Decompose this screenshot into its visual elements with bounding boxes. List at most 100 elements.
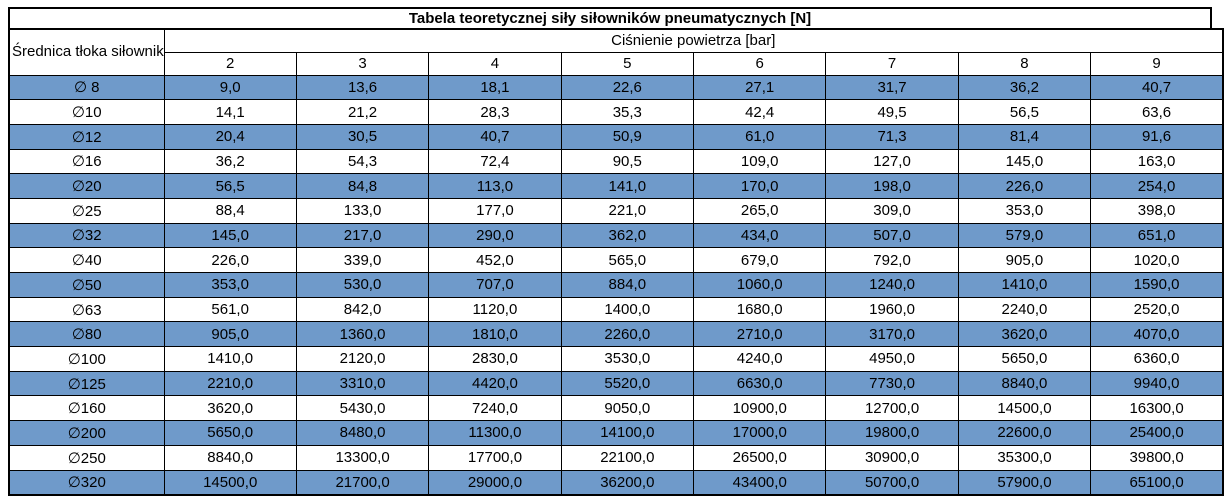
force-value-cell: 91,6 <box>1090 123 1224 150</box>
force-value-cell: 4950,0 <box>825 346 959 372</box>
pressure-column-header: 2 <box>163 51 297 76</box>
force-value-cell: 8480,0 <box>295 420 430 446</box>
force-value-cell: 884,0 <box>560 272 695 298</box>
force-value-cell: 22100,0 <box>560 444 695 471</box>
diameter-cell: ∅20 <box>8 173 165 199</box>
pressure-band-header: Ciśnienie powietrza [bar] <box>163 28 1224 53</box>
diameter-cell: ∅16 <box>8 148 165 175</box>
pressure-column-header: 5 <box>560 51 695 76</box>
force-value-cell: 22,6 <box>560 74 695 101</box>
force-value-cell: 29000,0 <box>428 469 562 496</box>
table-row: ∅63 561,0 842,0 1120,0 1400,0 1680,0 1960,0 224… <box>8 296 1224 323</box>
force-value-cell: 14500,0 <box>163 469 297 496</box>
force-value-cell: 17000,0 <box>692 420 827 446</box>
force-value-cell: 16300,0 <box>1090 395 1224 422</box>
force-value-cell: 579,0 <box>957 222 1092 249</box>
force-value-cell: 31,7 <box>825 74 959 101</box>
force-value-cell: 198,0 <box>825 173 959 199</box>
table-header: Średnica tłoka siłownika Ciśnienie powie… <box>8 28 1224 76</box>
diameter-cell: ∅25 <box>8 197 165 224</box>
force-value-cell: 530,0 <box>295 272 430 298</box>
force-value-cell: 40,7 <box>428 123 562 150</box>
force-value-cell: 56,5 <box>957 99 1092 125</box>
force-value-cell: 3530,0 <box>560 346 695 372</box>
force-value-cell: 226,0 <box>957 173 1092 199</box>
diameter-cell: ∅320 <box>8 469 165 496</box>
force-value-cell: 30,5 <box>295 123 430 150</box>
force-value-cell: 13,6 <box>295 74 430 101</box>
force-value-cell: 65100,0 <box>1090 469 1224 496</box>
force-value-cell: 9050,0 <box>560 395 695 422</box>
force-value-cell: 63,6 <box>1090 99 1224 125</box>
diameter-cell: ∅40 <box>8 247 165 273</box>
force-value-cell: 1020,0 <box>1090 247 1224 273</box>
table-row: ∅40 226,0 339,0 452,0 565,0 679,0 792,0 905,0 10… <box>8 247 1224 273</box>
force-value-cell: 127,0 <box>825 148 959 175</box>
force-value-cell: 2830,0 <box>428 346 562 372</box>
force-value-cell: 57900,0 <box>957 469 1092 496</box>
table-row: ∅200 5650,0 8480,0 11300,0 14100,0 17000,0 198… <box>8 420 1224 446</box>
force-value-cell: 4240,0 <box>692 346 827 372</box>
force-value-cell: 113,0 <box>428 173 562 199</box>
force-value-cell: 4420,0 <box>428 370 562 397</box>
force-value-cell: 3620,0 <box>163 395 297 422</box>
force-value-cell: 5520,0 <box>560 370 695 397</box>
force-value-cell: 163,0 <box>1090 148 1224 175</box>
pressure-band-row: Średnica tłoka siłownika Ciśnienie powie… <box>8 28 1224 76</box>
force-value-cell: 18,1 <box>428 74 562 101</box>
table-row: ∅50 353,0 530,0 707,0 884,0 1060,0 1240,0 1410,… <box>8 272 1224 298</box>
table-row: ∅80 905,0 1360,0 1810,0 2260,0 2710,0 3170,0 36… <box>8 321 1224 348</box>
table-row: ∅16 36,2 54,3 72,4 90,5 109,0 127,0 145,0 163,0 <box>8 148 1224 175</box>
force-value-cell: 26500,0 <box>692 444 827 471</box>
force-value-cell: 71,3 <box>825 123 959 150</box>
force-value-cell: 2710,0 <box>692 321 827 348</box>
force-value-cell: 72,4 <box>428 148 562 175</box>
diameter-cell: ∅ 8 <box>8 74 165 101</box>
force-value-cell: 226,0 <box>163 247 297 273</box>
table-row: ∅20 56,5 84,8 113,0 141,0 170,0 198,0 226,0 254,… <box>8 173 1224 199</box>
force-value-cell: 177,0 <box>428 197 562 224</box>
force-value-cell: 7240,0 <box>428 395 562 422</box>
diameter-cell: ∅10 <box>8 99 165 125</box>
force-table: Średnica tłoka siłownika Ciśnienie powie… <box>8 28 1224 496</box>
pressure-column-header: 8 <box>957 51 1092 76</box>
force-value-cell: 254,0 <box>1090 173 1224 199</box>
force-value-cell: 145,0 <box>957 148 1092 175</box>
force-value-cell: 6630,0 <box>692 370 827 397</box>
force-value-cell: 81,4 <box>957 123 1092 150</box>
force-value-cell: 43400,0 <box>692 469 827 496</box>
force-value-cell: 14,1 <box>163 99 297 125</box>
force-value-cell: 4070,0 <box>1090 321 1224 348</box>
force-value-cell: 905,0 <box>163 321 297 348</box>
force-value-cell: 1810,0 <box>428 321 562 348</box>
force-value-cell: 14500,0 <box>957 395 1092 422</box>
force-value-cell: 3170,0 <box>825 321 959 348</box>
force-value-cell: 10900,0 <box>692 395 827 422</box>
force-value-cell: 19800,0 <box>825 420 959 446</box>
force-value-cell: 17700,0 <box>428 444 562 471</box>
force-value-cell: 28,3 <box>428 99 562 125</box>
pressure-column-header: 7 <box>825 51 959 76</box>
force-value-cell: 141,0 <box>560 173 695 199</box>
force-value-cell: 434,0 <box>692 222 827 249</box>
force-value-cell: 679,0 <box>692 247 827 273</box>
force-value-cell: 5650,0 <box>957 346 1092 372</box>
force-value-cell: 50700,0 <box>825 469 959 496</box>
force-value-cell: 145,0 <box>163 222 297 249</box>
force-value-cell: 1410,0 <box>163 346 297 372</box>
force-value-cell: 5430,0 <box>295 395 430 422</box>
force-value-cell: 21,2 <box>295 99 430 125</box>
force-value-cell: 507,0 <box>825 222 959 249</box>
force-value-cell: 35300,0 <box>957 444 1092 471</box>
force-value-cell: 1590,0 <box>1090 272 1224 298</box>
table-row: ∅100 1410,0 2120,0 2830,0 3530,0 4240,0 4950,0… <box>8 346 1224 372</box>
force-value-cell: 1400,0 <box>560 296 695 323</box>
force-value-cell: 353,0 <box>163 272 297 298</box>
diameter-cell: ∅80 <box>8 321 165 348</box>
force-value-cell: 36,2 <box>163 148 297 175</box>
diameter-cell: ∅63 <box>8 296 165 323</box>
force-value-cell: 362,0 <box>560 222 695 249</box>
force-value-cell: 565,0 <box>560 247 695 273</box>
force-value-cell: 20,4 <box>163 123 297 150</box>
